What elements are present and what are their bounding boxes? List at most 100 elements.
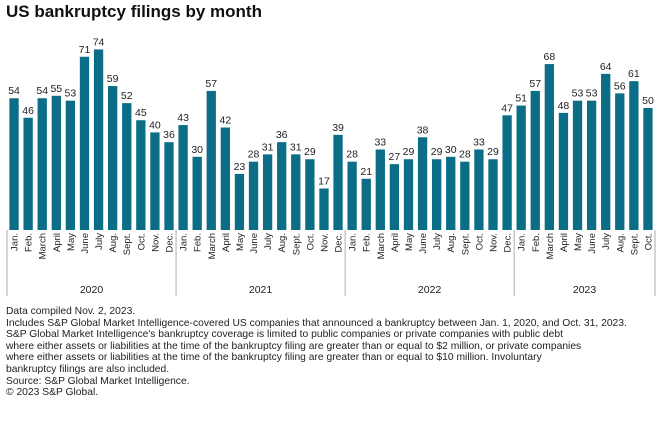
footnote-coverage-line-1: S&P Global Market Intelligence's bankrup… — [6, 329, 563, 341]
x-tick-label: June — [80, 233, 91, 254]
bar — [333, 134, 343, 230]
x-tick-label: Aug. — [108, 233, 119, 253]
data-label: 52 — [121, 90, 133, 102]
x-tick-label: June — [587, 233, 598, 254]
bar — [9, 98, 19, 231]
x-tick-label: Jan. — [179, 233, 190, 251]
x-tick-label: Jan. — [348, 233, 359, 251]
bar — [122, 103, 132, 230]
year-label: 2022 — [418, 284, 442, 296]
bar — [361, 178, 371, 230]
x-tick-label: Oct. — [643, 233, 654, 250]
bar — [150, 132, 160, 230]
bar — [446, 156, 456, 230]
x-tick-label: Oct. — [136, 233, 147, 250]
bar — [65, 100, 76, 231]
data-label: 28 — [248, 149, 260, 161]
bar — [234, 173, 245, 230]
data-label: 43 — [177, 112, 189, 124]
data-label: 56 — [614, 80, 626, 92]
data-label: 53 — [65, 88, 77, 100]
x-tick-label: July — [94, 233, 105, 250]
x-tick-label: Jan. — [517, 233, 528, 251]
data-label: 45 — [135, 107, 147, 119]
bar — [643, 108, 653, 230]
data-label: 28 — [346, 149, 358, 161]
bar — [51, 95, 61, 230]
data-label: 33 — [374, 136, 386, 148]
footnote-copyright: © 2023 S&P Global. — [6, 387, 99, 399]
x-tick-label: July — [432, 233, 443, 250]
bar — [460, 161, 470, 230]
x-tick-label: March — [545, 233, 556, 259]
year-label: 2023 — [573, 284, 597, 296]
bar — [262, 154, 273, 230]
bar — [178, 125, 188, 230]
x-tick-label: May — [235, 233, 246, 251]
data-label: 53 — [572, 88, 584, 100]
bar — [93, 49, 104, 230]
bar — [136, 120, 146, 230]
data-label: 47 — [501, 102, 513, 114]
x-tick-label: April — [221, 233, 232, 252]
x-tick-label: Aug. — [277, 233, 288, 253]
x-tick-label: March — [207, 233, 218, 259]
x-tick-label: Feb. — [193, 233, 204, 252]
x-tick-label: Feb. — [24, 233, 35, 252]
x-tick-label: May — [573, 233, 584, 251]
x-tick-label: March — [38, 233, 49, 259]
bar — [389, 164, 400, 230]
bar — [615, 93, 625, 230]
bar — [291, 154, 301, 230]
bar — [502, 115, 512, 230]
x-tick-label: Sept. — [460, 233, 471, 255]
x-tick-label: May — [66, 233, 77, 251]
bar — [488, 159, 498, 230]
bar — [206, 90, 216, 230]
data-label: 29 — [487, 146, 499, 158]
bar — [79, 56, 90, 231]
x-tick-label: Feb. — [362, 233, 373, 252]
bar — [23, 117, 33, 230]
bar — [305, 159, 315, 230]
x-tick-label: Sept. — [629, 233, 640, 255]
bar — [629, 81, 639, 230]
x-tick-label: April — [390, 233, 401, 252]
x-tick-label: June — [249, 233, 260, 254]
bar — [319, 188, 329, 230]
x-tick-label: Dec. — [503, 233, 514, 253]
data-label: 28 — [459, 149, 471, 161]
data-label: 31 — [290, 141, 302, 153]
bar — [558, 112, 569, 230]
x-tick-label: July — [601, 233, 612, 250]
data-label: 42 — [220, 115, 232, 127]
bar — [403, 159, 414, 230]
x-tick-label: April — [52, 233, 63, 252]
bar — [417, 137, 428, 230]
x-tick-label: Aug. — [446, 233, 457, 253]
year-label: 2021 — [249, 284, 273, 296]
data-label: 29 — [431, 146, 443, 158]
footnote-coverage-line-4: bankruptcy filings are also included. — [6, 363, 170, 375]
x-tick-label: June — [418, 233, 429, 254]
x-tick-label: Sept. — [291, 233, 302, 255]
data-label: 55 — [50, 83, 62, 95]
data-label: 36 — [163, 129, 175, 141]
bar — [192, 156, 202, 230]
footnote-includes: Includes S&P Global Market Intelligence-… — [6, 317, 627, 329]
x-tick-label: May — [404, 233, 415, 251]
chart-title: US bankruptcy filings by month — [6, 2, 262, 21]
bar — [347, 161, 357, 230]
data-label: 38 — [417, 124, 429, 136]
footnote-coverage-line-2: where either assets or liabilities at th… — [6, 340, 582, 352]
bar — [544, 64, 554, 230]
data-label: 17 — [318, 176, 330, 188]
bar — [601, 73, 611, 230]
x-tick-label: Dec. — [334, 233, 345, 253]
data-label: 30 — [191, 144, 203, 156]
x-tick-label: Nov. — [489, 233, 500, 252]
bar — [572, 100, 583, 231]
data-label: 23 — [234, 161, 246, 173]
bar — [530, 90, 540, 230]
bar — [432, 159, 442, 230]
